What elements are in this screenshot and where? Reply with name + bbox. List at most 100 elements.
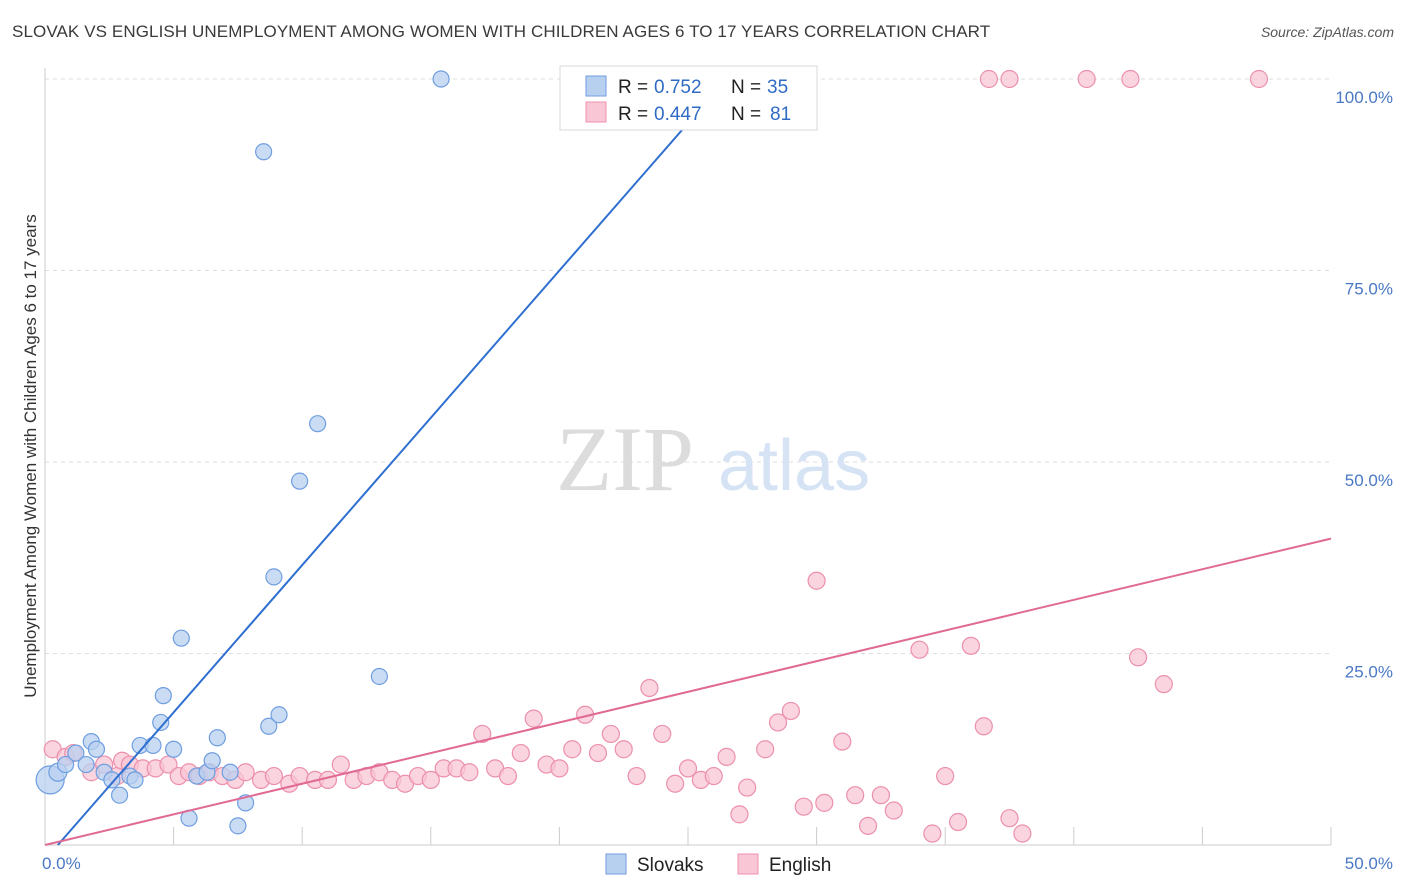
english-point	[1128, 648, 1148, 667]
y-tick-label: 100.0%	[1335, 88, 1393, 107]
english-point	[460, 763, 479, 782]
english-point	[1121, 69, 1140, 89]
english-point	[1249, 69, 1269, 89]
english-point	[627, 766, 646, 786]
axis-ticks: 25.0% 50.0% 75.0% 100.0% 0.0% 50.0%	[42, 88, 1393, 873]
slovak-point	[110, 786, 129, 804]
english-point	[910, 640, 929, 659]
slovak-point	[87, 740, 106, 758]
english-point	[974, 717, 993, 736]
slovak-point	[172, 629, 190, 647]
english-point	[858, 816, 878, 835]
legend-r-label-slovaks: R =	[618, 77, 648, 98]
english-point	[794, 797, 813, 816]
slovak-point	[255, 143, 273, 161]
legend-swatch-slovaks	[585, 75, 607, 97]
english-point	[640, 678, 659, 698]
gridlines	[45, 78, 1331, 654]
english-point	[1154, 675, 1173, 694]
slovak-point	[370, 667, 388, 686]
english-point	[588, 743, 608, 763]
slovak-point	[56, 755, 75, 774]
english-point	[846, 786, 865, 805]
slovak-point	[265, 568, 283, 586]
slovak-point	[103, 771, 121, 789]
english-point	[524, 709, 543, 728]
slovak-point	[229, 817, 247, 835]
slovak-points	[35, 70, 731, 835]
english-point	[704, 766, 723, 786]
english-point	[730, 805, 749, 824]
series-legend-swatch-english	[737, 853, 759, 875]
legend-r-value-slovaks: 0.752	[654, 77, 702, 98]
english-point	[768, 713, 788, 732]
legend-swatch-english	[585, 101, 607, 123]
slovak-point	[221, 763, 239, 781]
english-point	[807, 571, 826, 590]
slovak-point	[270, 706, 288, 724]
english-point	[331, 755, 350, 774]
y-tick-label: 75.0%	[1345, 280, 1393, 299]
english-point	[923, 824, 942, 843]
english-point	[936, 766, 955, 786]
legend-r-label-english: R =	[618, 104, 648, 125]
watermark-zip: ZIP	[556, 408, 694, 510]
english-point	[815, 793, 834, 812]
series-legend-label-slovaks: Slovaks	[637, 855, 704, 876]
english-point	[1077, 69, 1096, 89]
trend-lines	[44, 78, 1332, 846]
english-point	[756, 740, 775, 759]
legend-n-value-slovaks: 35	[767, 77, 788, 98]
english-trend-line	[44, 537, 1332, 846]
slovak-point	[309, 415, 327, 433]
slovak-point	[260, 717, 278, 735]
english-point	[550, 759, 569, 778]
english-point	[421, 770, 440, 789]
series-legend-swatch-slovaks	[605, 853, 627, 875]
stats-legend: R = 0.752 N = 35 R = 0.447 N = 81	[559, 65, 818, 131]
slovak-point	[77, 755, 95, 774]
english-point	[717, 747, 736, 767]
slovak-point	[126, 771, 144, 789]
english-point	[264, 766, 284, 786]
english-point	[666, 774, 685, 793]
legend-n-label-slovaks: N =	[731, 77, 761, 98]
english-point	[473, 724, 492, 744]
watermark-atlas: atlas	[718, 426, 870, 506]
english-point	[833, 732, 852, 751]
english-point	[1000, 809, 1019, 828]
slovak-point	[154, 687, 172, 705]
slovak-point	[67, 744, 85, 762]
slovak-point	[208, 729, 226, 747]
series-legend: Slovaks English	[605, 853, 831, 876]
x-tick-label: 50.0%	[1345, 854, 1393, 873]
slovaks-trend-line	[57, 78, 728, 846]
slovak-point	[203, 752, 221, 770]
legend-n-value-english: 81	[770, 104, 791, 125]
y-tick-label: 25.0%	[1345, 663, 1393, 682]
english-point	[653, 724, 672, 744]
legend-n-label-english: N =	[731, 104, 761, 125]
english-point	[498, 766, 518, 786]
source-credit: Source: ZipAtlas.com	[1260, 24, 1394, 40]
english-point	[678, 759, 698, 778]
english-point	[738, 778, 757, 797]
english-point	[884, 801, 903, 820]
english-point	[948, 812, 968, 832]
english-points	[43, 69, 1269, 843]
slovak-point	[291, 472, 309, 490]
english-point	[563, 740, 582, 759]
y-axis-label: Unemployment Among Women with Children A…	[21, 214, 40, 698]
x-tick-label: 0.0%	[42, 854, 81, 873]
english-point	[1013, 824, 1032, 843]
english-point	[511, 743, 530, 763]
english-point	[1000, 69, 1019, 89]
slovak-point	[144, 736, 162, 755]
english-point	[614, 740, 633, 759]
slovak-point	[165, 740, 183, 758]
chart-title: SLOVAK VS ENGLISH UNEMPLOYMENT AMONG WOM…	[12, 22, 991, 41]
english-point	[961, 636, 981, 655]
english-point	[601, 724, 620, 744]
english-point	[781, 701, 800, 721]
